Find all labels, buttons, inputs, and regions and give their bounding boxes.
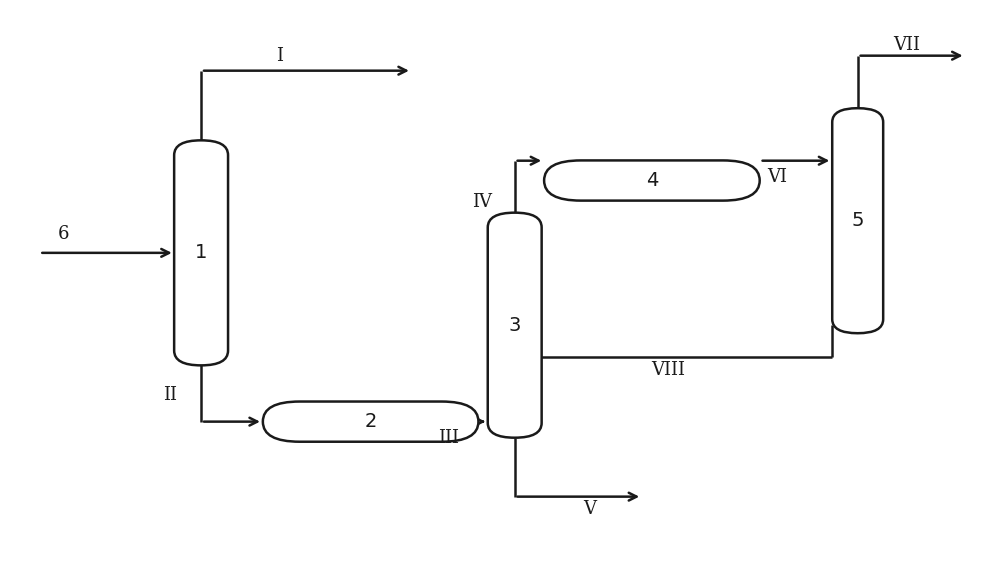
Text: 4: 4 [646, 171, 658, 190]
FancyBboxPatch shape [174, 140, 228, 365]
Text: VI: VI [767, 168, 787, 186]
Text: 2: 2 [364, 412, 377, 431]
FancyBboxPatch shape [263, 401, 478, 442]
Text: III: III [439, 429, 460, 447]
Text: VII: VII [893, 36, 920, 54]
Text: 6: 6 [58, 225, 70, 243]
Text: 5: 5 [851, 211, 864, 230]
FancyBboxPatch shape [832, 108, 883, 333]
Text: II: II [163, 386, 177, 404]
Text: IV: IV [472, 193, 492, 211]
Text: VIII: VIII [652, 361, 686, 378]
Text: I: I [276, 47, 283, 64]
FancyBboxPatch shape [488, 213, 542, 438]
FancyBboxPatch shape [544, 160, 760, 201]
Text: V: V [584, 500, 597, 518]
Text: 1: 1 [195, 243, 207, 262]
Text: 3: 3 [509, 316, 521, 335]
